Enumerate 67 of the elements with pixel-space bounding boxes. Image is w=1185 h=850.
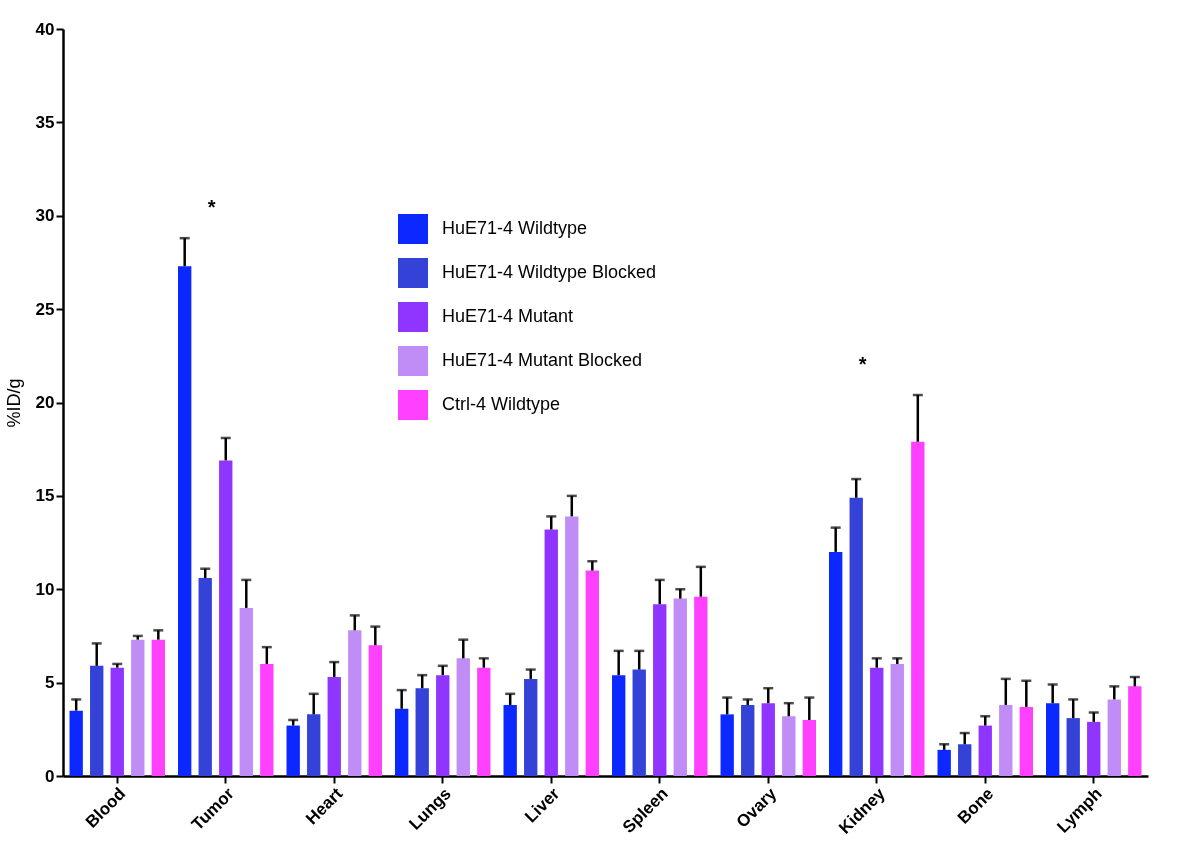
y-tick-label: 0 bbox=[45, 766, 55, 786]
bar bbox=[958, 744, 972, 776]
legend-label: HuE71-4 Mutant Blocked bbox=[442, 350, 643, 370]
legend-label: Ctrl-4 Wildtype bbox=[442, 394, 561, 414]
legend-label: HuE71-4 Mutant bbox=[442, 306, 574, 326]
bar bbox=[761, 703, 775, 776]
y-tick-label: 30 bbox=[35, 206, 55, 226]
bar bbox=[286, 725, 300, 776]
bar bbox=[999, 705, 1013, 776]
bar bbox=[978, 725, 992, 776]
bar bbox=[151, 639, 165, 776]
bar bbox=[937, 749, 951, 776]
bar bbox=[1066, 718, 1080, 776]
bar bbox=[802, 719, 816, 776]
bar bbox=[90, 665, 104, 776]
y-tick-label: 35 bbox=[35, 112, 55, 132]
bar bbox=[239, 607, 253, 776]
bar bbox=[415, 688, 429, 776]
y-tick-label: 40 bbox=[35, 19, 55, 39]
bar bbox=[110, 667, 124, 776]
bar bbox=[503, 705, 517, 776]
bar bbox=[694, 596, 708, 776]
bar bbox=[131, 639, 145, 776]
bar bbox=[565, 516, 579, 776]
bar bbox=[782, 716, 796, 776]
bar bbox=[307, 714, 321, 776]
y-axis-title: %ID/g bbox=[3, 378, 24, 428]
bar bbox=[1046, 703, 1060, 776]
bar bbox=[260, 663, 274, 776]
bar bbox=[1087, 721, 1101, 776]
bar bbox=[327, 677, 341, 776]
bar bbox=[612, 675, 626, 776]
y-tick-label: 20 bbox=[35, 393, 55, 412]
bar bbox=[524, 678, 538, 776]
bar bbox=[585, 570, 599, 776]
bar bbox=[911, 441, 925, 776]
bar bbox=[1107, 699, 1121, 776]
bar bbox=[456, 658, 470, 776]
legend-label: HuE71-4 Wildtype Blocked bbox=[442, 262, 657, 282]
bar bbox=[741, 705, 755, 776]
bar bbox=[632, 669, 646, 776]
bar bbox=[544, 529, 558, 776]
bar bbox=[477, 667, 491, 776]
bar bbox=[849, 497, 863, 776]
bar bbox=[178, 266, 192, 776]
bar bbox=[219, 460, 233, 776]
bar bbox=[673, 598, 687, 776]
bar bbox=[890, 663, 904, 776]
annotation: * bbox=[207, 196, 216, 219]
bar bbox=[436, 675, 450, 776]
bar bbox=[653, 604, 667, 776]
bar bbox=[69, 710, 83, 776]
y-tick-label: 15 bbox=[35, 486, 55, 506]
y-tick-label: 5 bbox=[45, 673, 55, 693]
annotation: * bbox=[858, 353, 867, 376]
bar bbox=[1128, 686, 1142, 776]
y-tick-label: 10 bbox=[35, 579, 55, 599]
bar bbox=[870, 667, 884, 776]
bar bbox=[395, 708, 409, 776]
legend-label: HuE71-4 Wildtype bbox=[442, 218, 588, 238]
y-tick-label: 25 bbox=[35, 299, 55, 319]
bar bbox=[348, 630, 362, 776]
bar bbox=[1019, 706, 1033, 776]
bar bbox=[368, 645, 382, 776]
bar bbox=[720, 714, 734, 776]
bar bbox=[198, 578, 212, 776]
bar bbox=[829, 551, 843, 776]
